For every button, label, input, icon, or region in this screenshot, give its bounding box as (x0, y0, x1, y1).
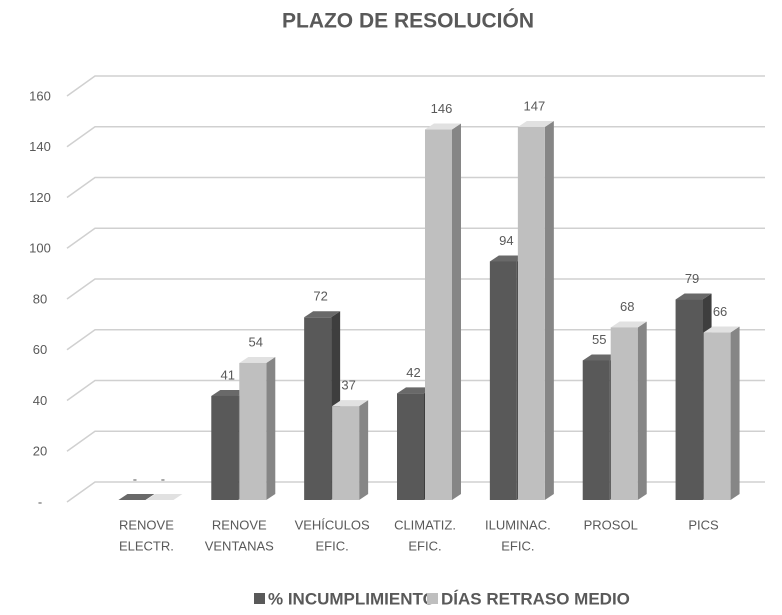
y-tick-label: 160 (29, 88, 51, 103)
bar-side (452, 123, 461, 501)
bar (397, 393, 424, 500)
y-tick-label: 20 (33, 444, 47, 459)
bar (304, 317, 332, 500)
bar (610, 327, 638, 500)
bar-top (332, 400, 369, 407)
y-tick-label: 40 (33, 393, 47, 408)
bar-side (359, 400, 369, 500)
data-label: 72 (313, 289, 327, 304)
bar-top (211, 389, 248, 396)
x-tick-label: RENOVE (119, 517, 174, 532)
legend-label: DÍAS RETRASO MEDIO (441, 589, 630, 608)
x-tick-label: EFIC. (501, 538, 534, 553)
data-label: 41 (221, 367, 235, 382)
x-tick-label: EFIC. (408, 538, 441, 553)
data-label: 147 (524, 98, 546, 113)
data-label: 55 (592, 332, 606, 347)
bar (425, 129, 452, 500)
bar-top (610, 321, 647, 328)
data-label: - (161, 471, 165, 486)
bar-top (582, 354, 619, 361)
x-tick-label: VENTANAS (205, 538, 274, 553)
bar (517, 126, 545, 501)
x-tick-label: EFIC. (316, 538, 349, 553)
bar-top (146, 494, 183, 500)
bar (675, 299, 703, 500)
data-label: 37 (341, 378, 355, 393)
bar-top (675, 293, 712, 300)
bar-top (304, 311, 341, 318)
y-tick-label: 80 (33, 291, 47, 306)
bar-top (118, 494, 155, 500)
bar-side (730, 326, 740, 500)
bar-side (266, 356, 276, 500)
legend-swatch (427, 593, 438, 604)
bar (211, 395, 239, 500)
y-tick-label: - (38, 494, 42, 509)
bar-side (544, 120, 554, 501)
bar-side (637, 321, 647, 500)
grid-line (66, 227, 765, 249)
y-tick-label: 60 (33, 342, 47, 357)
data-label: 54 (249, 334, 263, 349)
bar (703, 332, 731, 500)
grid-line (66, 126, 765, 148)
bar-top (703, 326, 740, 333)
x-tick-label: CLIMATIZ. (394, 517, 456, 532)
x-tick-label: RENOVE (212, 517, 267, 532)
data-label: 68 (620, 299, 634, 314)
bar-top (239, 356, 276, 363)
x-tick-label: PROSOL (584, 517, 638, 532)
data-label: - (133, 471, 137, 486)
y-tick-label: 120 (29, 190, 51, 205)
bar-top (489, 255, 526, 262)
bar (489, 261, 517, 500)
bar (582, 360, 610, 500)
bar (332, 406, 360, 500)
data-label: 79 (685, 271, 699, 286)
bar-top (517, 120, 554, 127)
chart-title: PLAZO DE RESOLUCIÓN (282, 9, 534, 33)
x-tick-label: VEHÍCULOS (295, 517, 370, 532)
x-tick-label: ILUMINAC. (485, 517, 551, 532)
bar (239, 362, 267, 500)
bar-top (397, 387, 433, 394)
grid-line (66, 75, 765, 97)
grid-line (66, 176, 765, 199)
data-label: 66 (713, 304, 727, 319)
y-tick-label: 100 (29, 241, 51, 256)
data-label: 42 (406, 365, 420, 380)
legend-label: % INCUMPLIMIENTO (268, 589, 436, 608)
grid-line (66, 329, 765, 351)
bar-top (425, 123, 461, 130)
grid-line (66, 278, 765, 300)
data-label: 146 (431, 101, 453, 116)
data-label: 94 (499, 233, 513, 248)
y-tick-label: 140 (29, 139, 51, 154)
x-tick-label: PICS (688, 517, 719, 532)
x-tick-label: ELECTR. (119, 538, 174, 553)
legend-swatch (254, 593, 265, 604)
